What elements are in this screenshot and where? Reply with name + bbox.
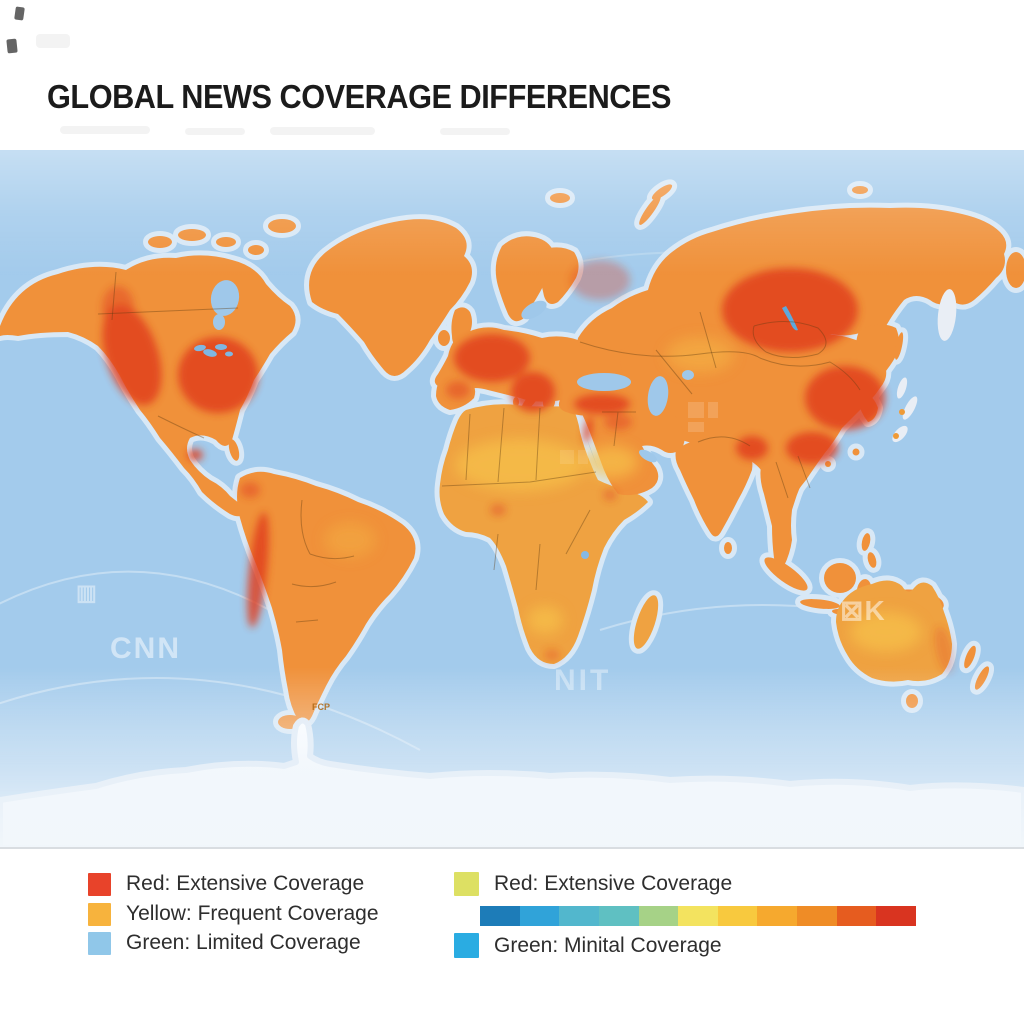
corner-glyph	[6, 38, 18, 54]
watermark-nit-text: NIT	[554, 664, 611, 697]
legend-label: Green: Limited Coverage	[126, 931, 361, 954]
red-swatch	[88, 872, 111, 896]
coverage-gradient-bar	[480, 906, 917, 926]
legend-item-extensive: Red: Extensive Coverage	[88, 872, 364, 896]
blue-swatch	[88, 931, 111, 955]
watermark-xk-text: ⊠K	[840, 595, 886, 626]
legend-label: Green: Minital Coverage	[494, 933, 722, 957]
page-title: GLOBAL NEWS COVERAGE DIFFERENCES	[47, 78, 671, 115]
divider-line	[0, 847, 1024, 849]
legend-item-limited: Green: Limited Coverage	[88, 931, 361, 955]
watermark-fcp-text: FCP	[312, 702, 330, 712]
watermark-cnn-text: CNN	[110, 632, 181, 665]
legend-label: Red: Extensive Coverage	[126, 872, 365, 895]
legend-item-frequent: Yellow: Frequent Coverage	[88, 902, 379, 926]
watermarks: CNN ▥ NIT ⊠K FCP	[76, 402, 886, 712]
world-map: CNN ▥ NIT ⊠K FCP	[0, 150, 1024, 848]
smudge	[270, 127, 375, 135]
yellow-swatch	[88, 902, 111, 926]
legend-label: Red: Extensive Coverage	[494, 872, 733, 895]
cyan-swatch	[454, 933, 479, 958]
smudge	[36, 34, 70, 48]
legend-label: Yellow: Frequent Coverage	[126, 902, 379, 925]
yellow-green-swatch	[454, 872, 479, 896]
smudge	[185, 128, 245, 135]
corner-glyph	[14, 6, 25, 21]
legend-item-extensive-right: Red: Extensive Coverage	[454, 872, 732, 896]
legend-item-minimal-right: Green: Minital Coverage	[454, 933, 722, 958]
smudge	[440, 128, 510, 135]
ocean-shading	[0, 150, 1024, 848]
watermark-box-icon: ▥	[76, 580, 97, 605]
smudge	[60, 126, 150, 134]
